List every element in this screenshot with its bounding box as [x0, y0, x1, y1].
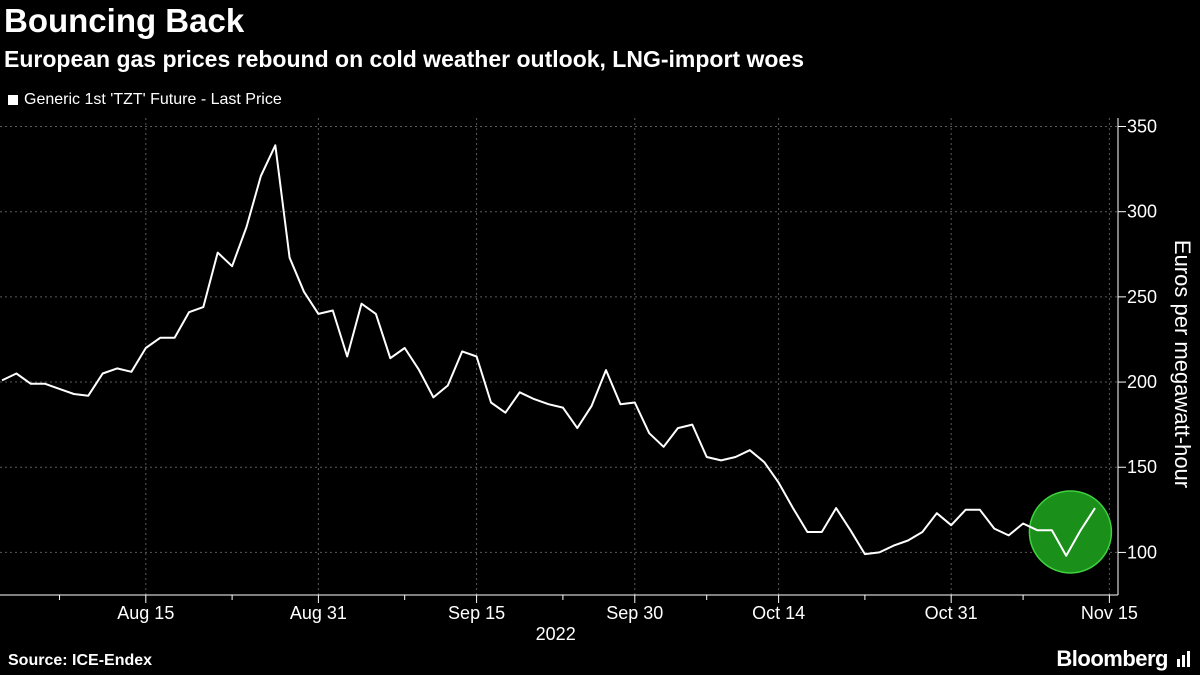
- y-axis-label: Euros per megawatt-hour: [1170, 240, 1195, 488]
- series-layer: [1, 144, 1096, 557]
- x-tick-label: Aug 31: [290, 603, 347, 623]
- x-tick-label: Sep 15: [448, 603, 505, 623]
- bloomberg-logo: Bloomberg: [1056, 646, 1168, 671]
- y-tick-label: 250: [1127, 287, 1157, 307]
- x-tick-label: Sep 30: [606, 603, 663, 623]
- x-tick-label: Aug 15: [117, 603, 174, 623]
- y-tick-label: 100: [1127, 542, 1157, 562]
- gridlines: [0, 118, 1118, 595]
- x-tick-label: Nov 15: [1081, 603, 1138, 623]
- legend-label: Generic 1st 'TZT' Future - Last Price: [24, 91, 282, 108]
- y-tick-label: 300: [1127, 202, 1157, 222]
- source-note: Source: ICE-Endex: [8, 652, 153, 669]
- x-tick-label: Oct 31: [925, 603, 978, 623]
- bloomberg-terminal-icon: [1177, 651, 1190, 667]
- axes: 100 150 200 250 300 350 Aug 15 Aug 31 Sep 15 Sep …: [0, 117, 1157, 623]
- rebound-highlight-circle: [1028, 490, 1113, 574]
- legend-swatch: [8, 95, 18, 105]
- chart-title: Bouncing Back: [4, 2, 245, 39]
- y-tick-label: 200: [1127, 372, 1157, 392]
- chart-subtitle: European gas prices rebound on cold weat…: [4, 46, 804, 72]
- rebound-highlight: [1028, 490, 1113, 574]
- legend: Generic 1st 'TZT' Future - Last Price: [8, 91, 282, 109]
- series-line-tzt: [1, 144, 1096, 557]
- y-tick-label: 150: [1127, 457, 1157, 477]
- y-tick-label: 350: [1127, 117, 1157, 137]
- x-tick-label: Oct 14: [752, 603, 805, 623]
- x-axis-year-label: 2022: [536, 624, 576, 644]
